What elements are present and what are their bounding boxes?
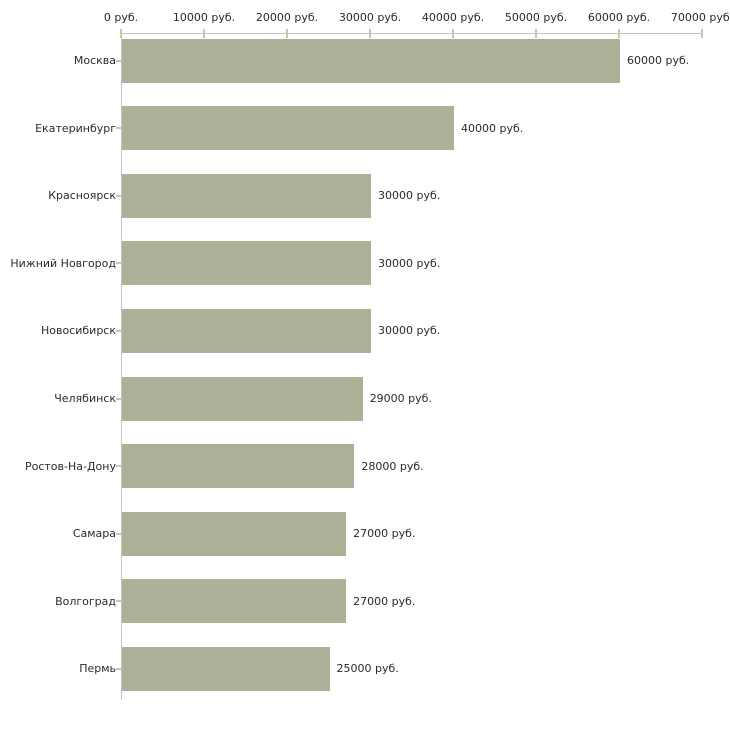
x-tick-mark <box>452 29 454 38</box>
x-tick-mark <box>535 29 537 38</box>
value-label: 60000 руб. <box>627 54 690 67</box>
value-label: 27000 руб. <box>353 527 416 541</box>
x-tick-label: 20000 руб. <box>255 11 319 24</box>
value-label: 27000 руб. <box>353 594 416 608</box>
x-tick-mark <box>286 29 288 38</box>
category-label: Пермь <box>79 662 116 676</box>
category-tick-mark <box>116 667 121 670</box>
x-tick-mark <box>701 29 703 38</box>
value-label: 30000 руб. <box>378 324 441 338</box>
category-label: Москва <box>73 54 116 67</box>
bar <box>122 308 371 353</box>
x-tick-label: 60000 руб. <box>587 11 651 24</box>
category-label: Красноярск <box>48 189 116 203</box>
bar <box>122 376 363 421</box>
bar <box>122 241 371 286</box>
category-tick-mark <box>116 397 121 400</box>
value-label: 30000 руб. <box>378 256 441 270</box>
x-tick-label: 40000 руб. <box>421 11 485 24</box>
value-label: 28000 руб. <box>361 459 424 473</box>
category-label: Ростов-На-Дону <box>24 459 116 473</box>
bar <box>122 646 330 691</box>
category-tick-mark <box>116 59 121 62</box>
category-tick-mark <box>116 465 121 468</box>
category-tick-mark <box>116 532 121 535</box>
x-axis-line <box>121 33 702 34</box>
bar <box>122 173 371 218</box>
x-tick-mark <box>203 29 205 38</box>
category-tick-mark <box>116 262 121 265</box>
category-label: Новосибирск <box>40 324 116 338</box>
bar <box>122 579 347 624</box>
category-tick-mark <box>116 127 121 130</box>
x-tick-mark <box>369 29 371 38</box>
category-label: Челябинск <box>54 392 116 405</box>
x-tick-label: 10000 руб. <box>172 11 236 24</box>
x-tick-mark <box>120 29 122 38</box>
category-tick-mark <box>116 194 121 197</box>
y-axis-line <box>121 33 122 700</box>
x-tick-mark <box>618 29 620 38</box>
bar <box>122 106 454 151</box>
x-tick-label: 70000 руб. <box>670 11 730 24</box>
x-tick-label: 30000 руб. <box>338 11 402 24</box>
bar <box>122 511 347 556</box>
category-label: Екатеринбург <box>35 121 116 135</box>
value-label: 25000 руб. <box>336 662 399 676</box>
category-label: Волгоград <box>55 594 116 608</box>
bar <box>122 38 620 83</box>
category-label: Самара <box>72 527 116 541</box>
category-label: Нижний Новгород <box>10 256 116 270</box>
x-tick-label: 50000 руб. <box>504 11 568 24</box>
value-label: 29000 руб. <box>369 392 432 405</box>
category-tick-mark <box>116 329 121 332</box>
value-label: 30000 руб. <box>378 189 441 203</box>
value-label: 40000 руб. <box>461 121 524 135</box>
category-tick-mark <box>116 600 121 603</box>
x-tick-label: 0 руб. <box>103 11 139 24</box>
bar <box>122 444 355 489</box>
